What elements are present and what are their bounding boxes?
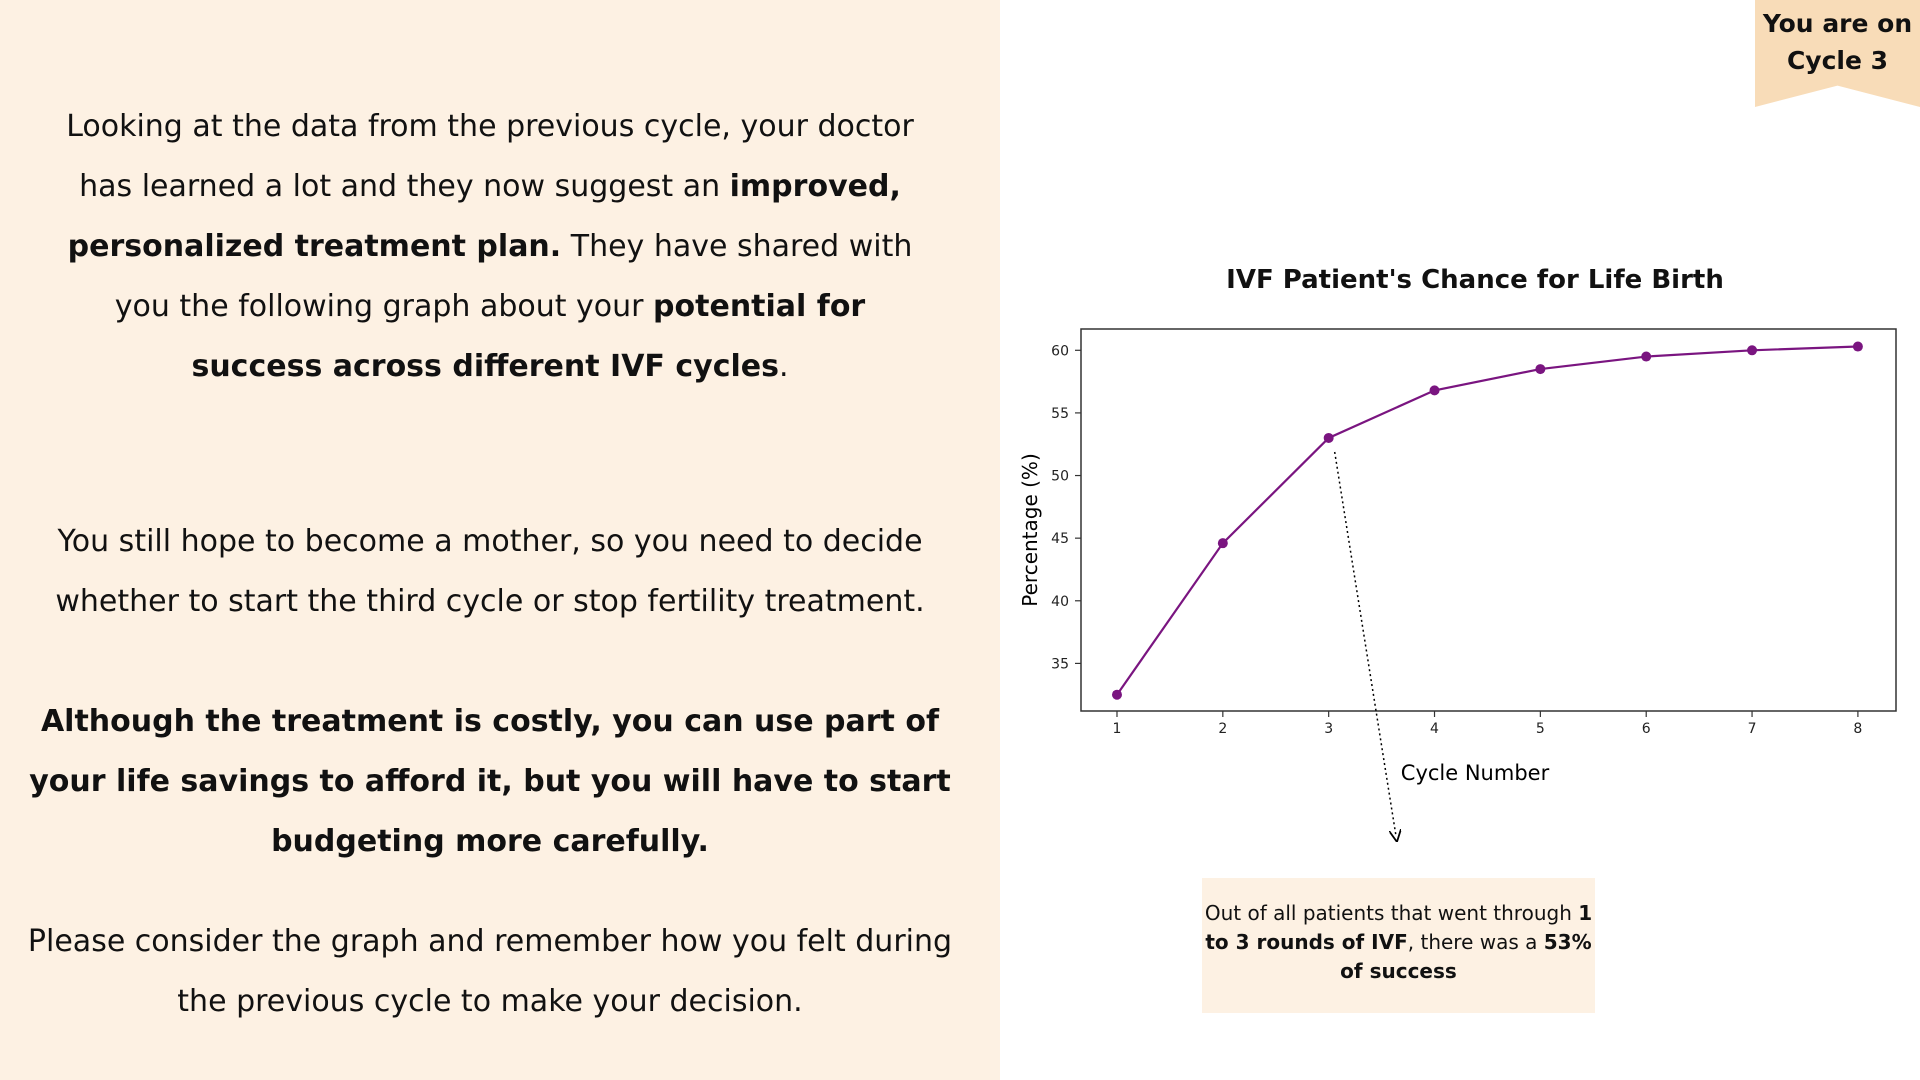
cycle-badge-line2: Cycle 3 [1786, 46, 1889, 75]
intro-bold-plan: improved, personalized treatment plan. [67, 169, 901, 264]
callout-text-2: , there was a [1407, 930, 1544, 954]
x-tick-label: 2 [1218, 721, 1227, 737]
success-callout: Out of all patients that went through 1 … [1202, 878, 1595, 1013]
x-tick-label: 4 [1430, 721, 1439, 737]
data-point [1323, 432, 1334, 443]
y-axis-label: Percentage (%) [1018, 453, 1042, 606]
annotation-arrow [1333, 451, 1396, 836]
chart-title: IVF Patient's Chance for Life Birth [1226, 265, 1724, 295]
data-point [1852, 341, 1863, 352]
y-tick-label: 40 [1051, 594, 1069, 610]
y-tick-label: 60 [1051, 343, 1069, 359]
data-point [1535, 364, 1546, 375]
y-tick-label: 50 [1051, 469, 1069, 485]
callout-bold-success: 53% of success [1340, 930, 1592, 983]
plot-frame [1080, 328, 1897, 712]
callout-bold-rounds: 1 to 3 rounds of IVF [1205, 901, 1593, 954]
x-axis-label: Cycle Number [1401, 761, 1550, 785]
x-tick-label: 7 [1748, 721, 1757, 737]
y-tick-label: 35 [1051, 656, 1069, 672]
intro-paragraph: Looking at the data from the previous cy… [10, 97, 970, 397]
cycle-badge: You are on Cycle 3 [1755, 0, 1920, 107]
y-tick-label: 45 [1051, 531, 1069, 547]
data-point [1429, 385, 1440, 396]
callout-text-1: Out of all patients that went through [1204, 901, 1579, 925]
x-tick-label: 8 [1853, 721, 1862, 737]
cost-paragraph: Although the treatment is costly, you ca… [29, 704, 951, 859]
decision-paragraph: You still hope to become a mother, so yo… [55, 524, 925, 619]
data-point [1111, 689, 1122, 700]
x-tick-label: 6 [1642, 721, 1651, 737]
cycle-badge-line1: You are on [1762, 9, 1913, 38]
data-point [1747, 345, 1758, 356]
intro-bold-success: potential for success across different I… [191, 289, 866, 384]
intro-text-1: Looking at the data from the previous cy… [66, 109, 914, 204]
x-tick-label: 3 [1324, 721, 1333, 737]
consider-paragraph: Please consider the graph and remember h… [27, 924, 953, 1019]
intro-text-2: They have shared with you the following … [114, 229, 913, 324]
x-tick-label: 5 [1536, 721, 1545, 737]
x-tick-label: 1 [1113, 721, 1122, 737]
y-tick-label: 55 [1051, 406, 1069, 422]
series-line [1116, 345, 1858, 696]
data-point [1641, 351, 1652, 362]
left-text-panel: Looking at the data from the previous cy… [0, 0, 1000, 1080]
intro-text-3: . [778, 349, 789, 384]
data-point [1217, 538, 1228, 549]
